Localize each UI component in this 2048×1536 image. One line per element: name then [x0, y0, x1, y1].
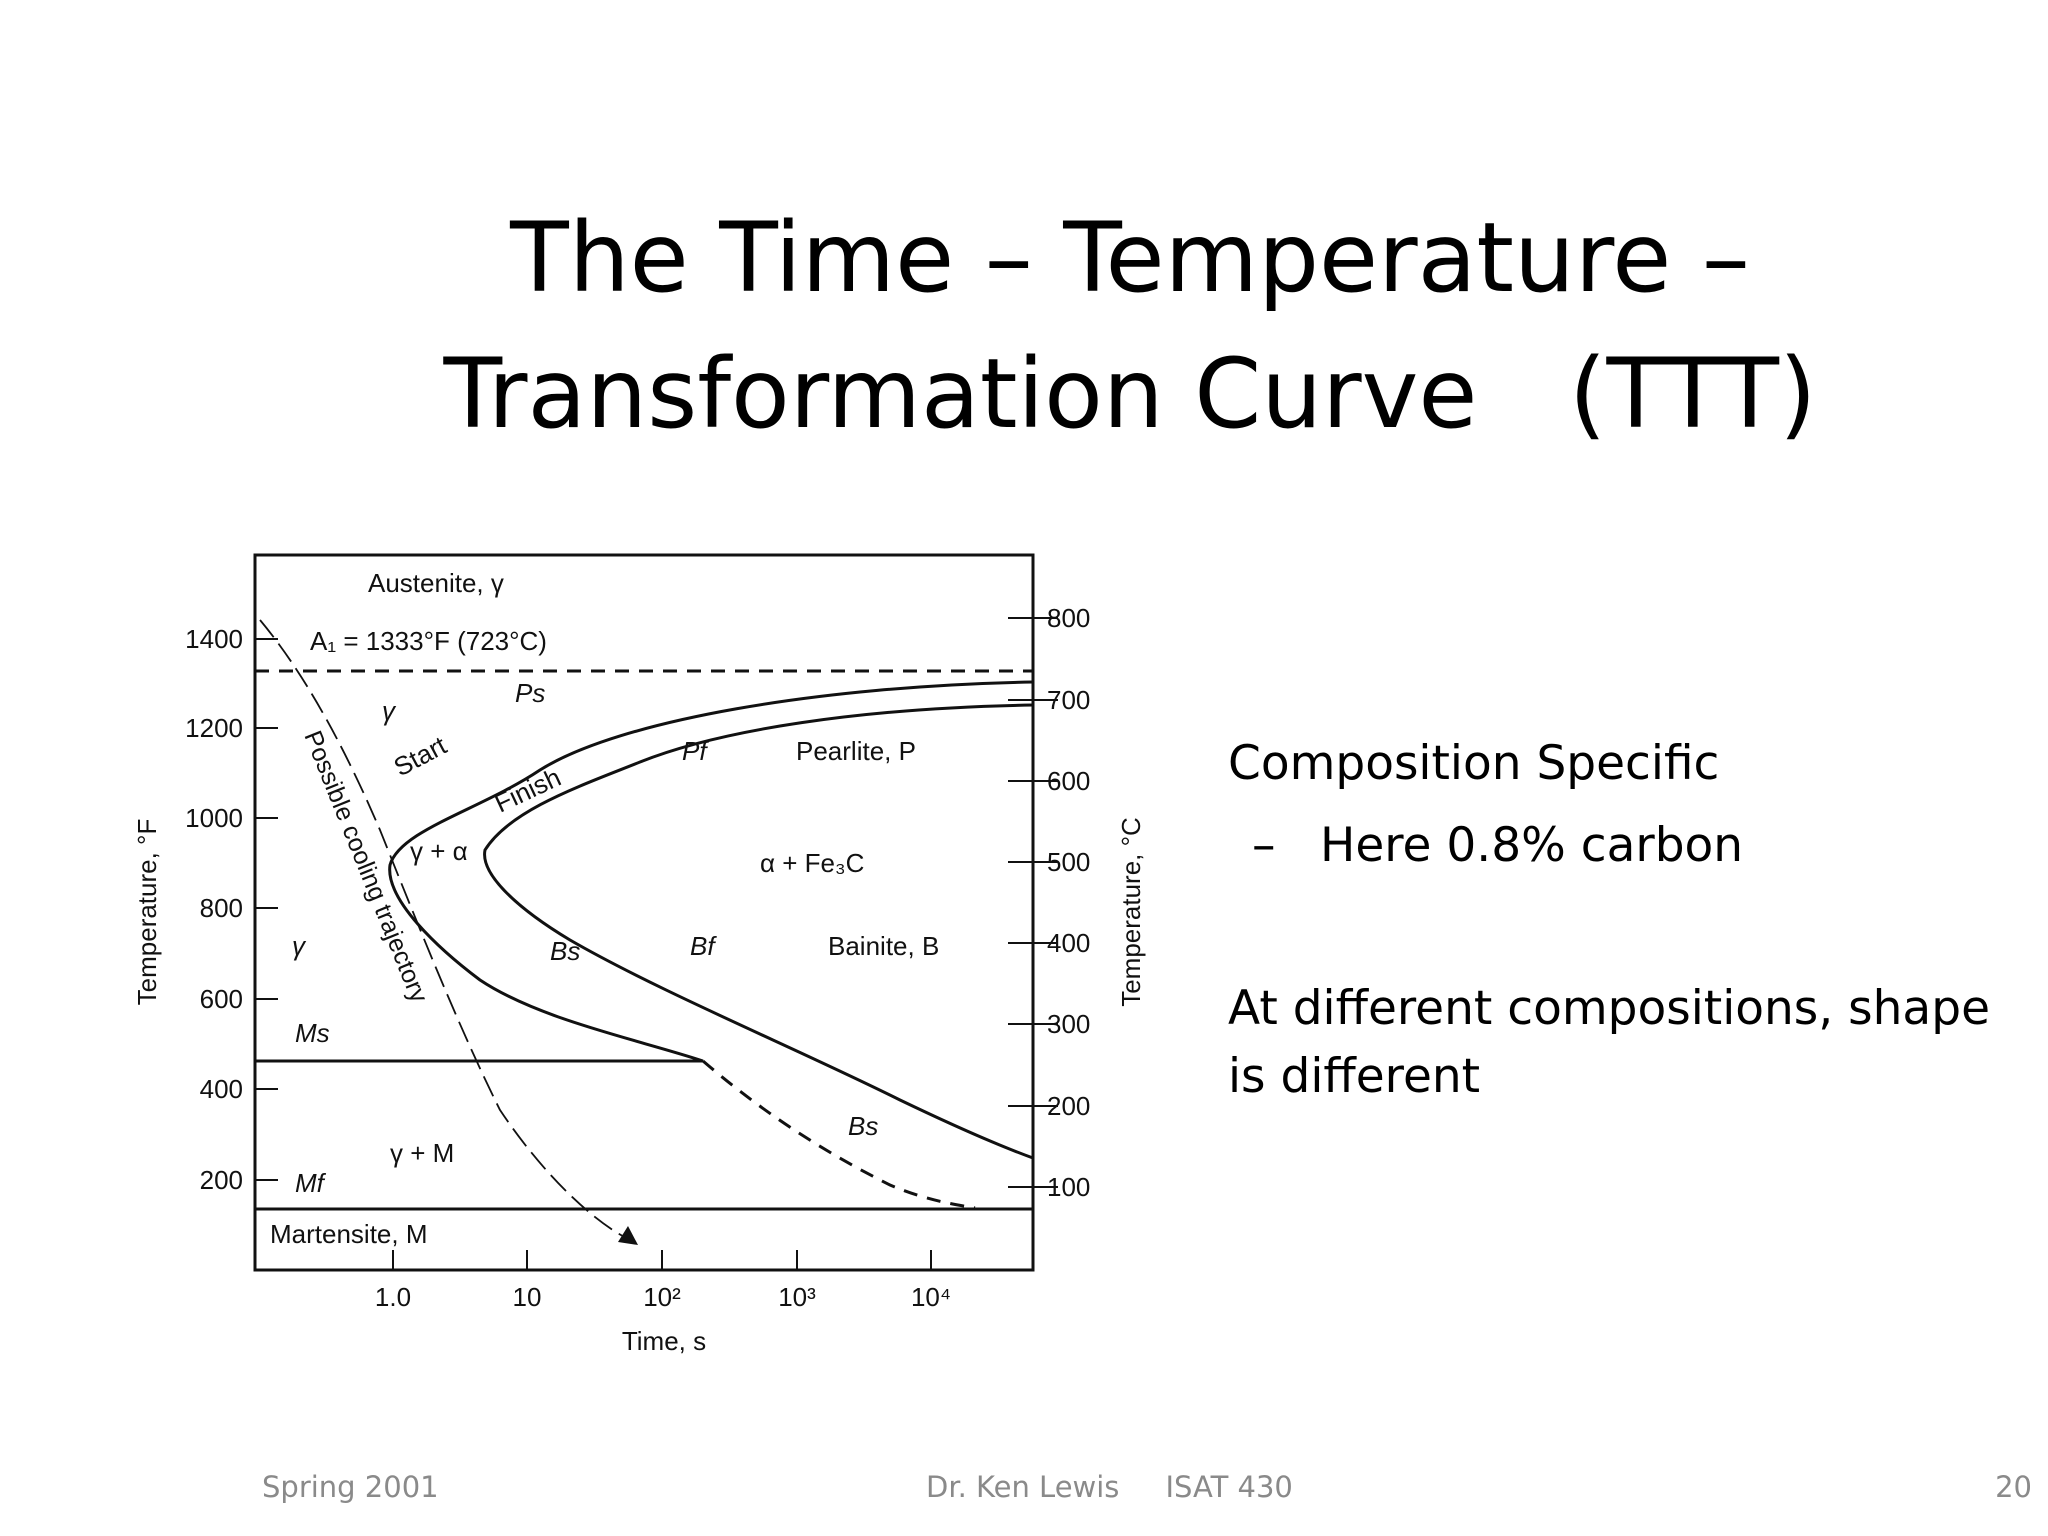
title-line-1: The Time – Temperature –	[510, 202, 1750, 314]
footer-date: Spring 2001	[262, 1470, 439, 1504]
y-axis-title-right: Temperature, °C	[1116, 817, 1146, 1007]
sub-bullet-text: Here 0.8% carbon	[1320, 818, 1744, 873]
footer-page-number: 20	[1995, 1470, 2032, 1504]
y2-tick-800: 800	[1047, 603, 1090, 633]
left-axis-labels: 1400 1200 1000 800 600 400 200	[185, 624, 243, 1195]
label-austenite: Austenite, γ	[368, 568, 504, 598]
cooling-trajectory	[259, 619, 631, 1241]
sub-bullet-dash: –	[1252, 818, 1276, 873]
y2-tick-300: 300	[1047, 1009, 1090, 1039]
left-axis-ticks	[255, 638, 278, 1181]
label-gamma-left: γ	[292, 931, 307, 961]
title-line-2: Transformation Curve (TTT)	[443, 338, 1817, 450]
label-bs-lower: Bs	[848, 1111, 878, 1141]
x-axis-title: Time, s	[622, 1326, 706, 1356]
label-gamma-m: γ + M	[390, 1138, 454, 1168]
y2-tick-200: 200	[1047, 1091, 1090, 1121]
y-axis-title-left: Temperature, °F	[132, 819, 162, 1006]
right-axis-labels: 800 700 600 500 400 300 200 100	[1047, 603, 1090, 1202]
trajectory-arrowhead	[618, 1226, 638, 1245]
x-axis-labels: 1.0 10 10² 10³ 10⁴	[375, 1282, 951, 1312]
label-bainite: Bainite, B	[828, 931, 939, 961]
y-tick-1400: 1400	[185, 624, 243, 654]
label-bf: Bf	[690, 931, 717, 961]
y-tick-600: 600	[200, 984, 243, 1014]
x-tick-10000: 10⁴	[911, 1282, 951, 1312]
x-tick-1: 1.0	[375, 1282, 411, 1312]
start-curve	[388, 680, 1034, 1063]
bullet-different-compositions: At different compositions, shape is diff…	[1228, 981, 1990, 1104]
label-gamma-alpha: γ + α	[410, 836, 468, 866]
bs-dashed-curve	[702, 1059, 976, 1210]
x-tick-100: 10²	[643, 1282, 681, 1312]
y2-tick-600: 600	[1047, 766, 1090, 796]
label-ms: Ms	[295, 1018, 330, 1048]
label-ps: Ps	[515, 678, 545, 708]
label-pearlite: Pearlite, P	[796, 736, 916, 766]
finish-curve	[483, 703, 1034, 1160]
y-tick-1000: 1000	[185, 803, 243, 833]
slide-title: The Time – Temperature – Transformation …	[380, 190, 1880, 462]
label-start: Start	[389, 730, 452, 783]
y2-tick-700: 700	[1047, 685, 1090, 715]
label-pf: Pf	[682, 736, 709, 766]
label-finish: Finish	[490, 762, 566, 819]
y-tick-1200: 1200	[185, 713, 243, 743]
x-tick-1000: 10³	[778, 1282, 816, 1312]
label-a1: A₁ = 1333°F (723°C)	[310, 626, 547, 656]
y-tick-200: 200	[200, 1165, 243, 1195]
footer-author-course: Dr. Ken Lewis ISAT 430	[926, 1470, 1293, 1504]
label-gamma-top: γ	[382, 696, 397, 726]
x-axis-ticks	[392, 1250, 932, 1270]
ttt-diagram: 1400 1200 1000 800 600 400 200 800 700 6…	[132, 553, 1146, 1356]
label-mf: Mf	[295, 1168, 327, 1198]
label-martensite: Martensite, M	[270, 1219, 428, 1249]
y2-tick-500: 500	[1047, 847, 1090, 877]
plot-frame	[253, 553, 1035, 1272]
y-tick-800: 800	[200, 893, 243, 923]
bullet-composition-specific: Composition Specific	[1228, 736, 1720, 791]
y2-tick-400: 400	[1047, 928, 1090, 958]
right-axis-ticks	[1008, 617, 1058, 1188]
y2-tick-100: 100	[1047, 1172, 1090, 1202]
label-bs: Bs	[550, 936, 580, 966]
x-tick-10: 10	[513, 1282, 542, 1312]
sub-bullet: – Here 0.8% carbon	[1252, 812, 1743, 880]
label-alpha-fe3c: α + Fe₃C	[760, 848, 864, 878]
y-tick-400: 400	[200, 1074, 243, 1104]
